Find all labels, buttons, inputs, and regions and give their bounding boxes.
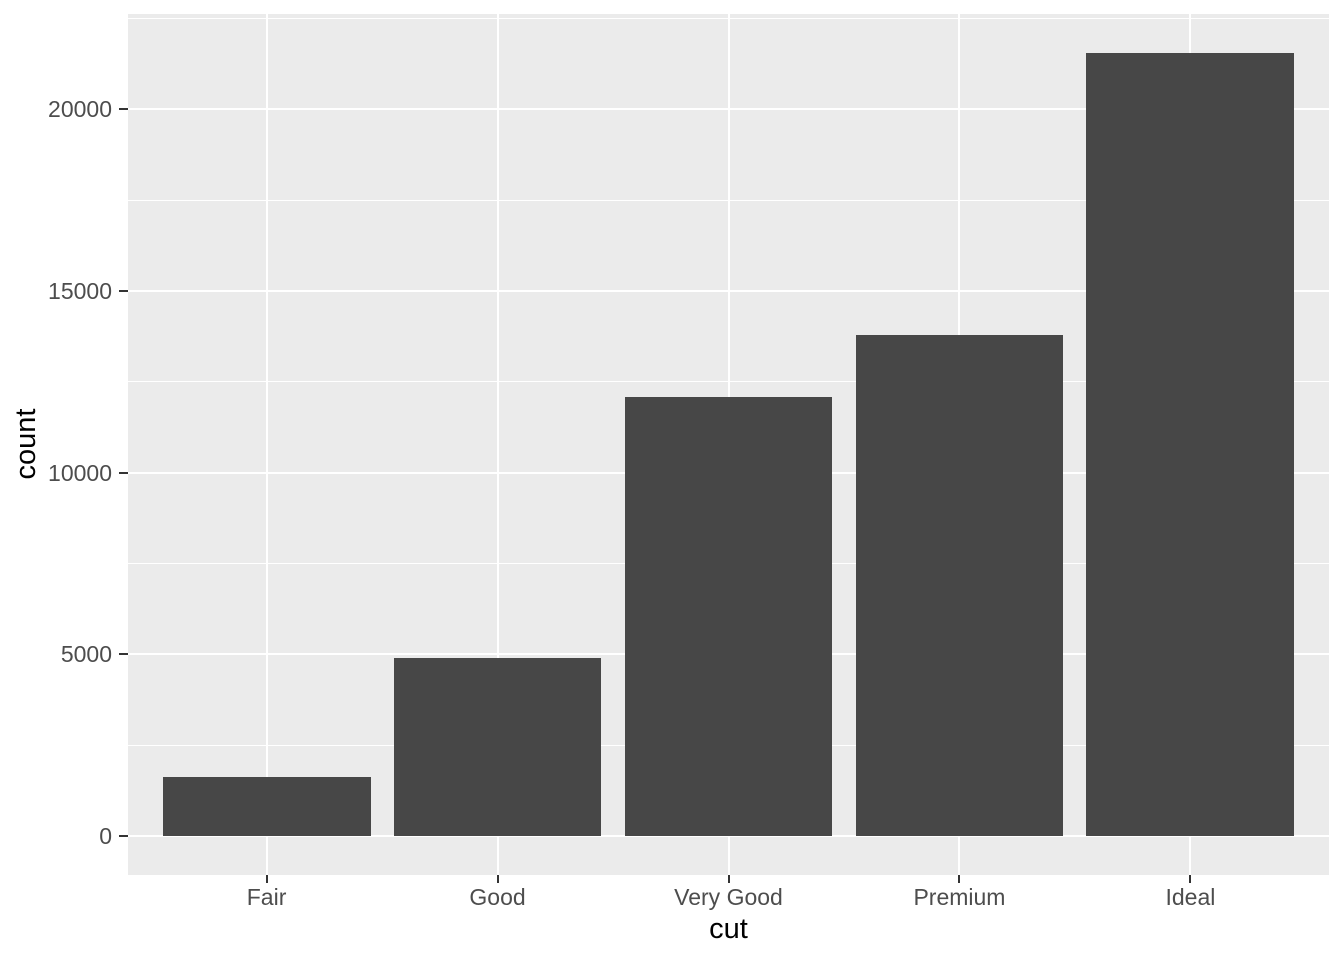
x-tick-label-good: Good [469, 884, 526, 910]
x-tick-mark [265, 875, 268, 883]
y-tick-mark [119, 653, 128, 656]
y-tick-mark [119, 108, 128, 111]
bar-ideal [1086, 53, 1295, 836]
bar-premium [855, 334, 1064, 836]
x-tick-label-very-good: Very Good [674, 884, 783, 910]
y-tick-mark [119, 290, 128, 293]
x-tick-mark [496, 875, 499, 883]
bar-very-good [624, 397, 833, 836]
y-tick-mark [119, 834, 128, 837]
y-tick-label: 5000 [60, 641, 112, 668]
x-tick-mark [727, 875, 730, 883]
x-tick-mark [1189, 875, 1192, 883]
y-tick-mark [119, 471, 128, 474]
major-gridline-fair [265, 14, 268, 875]
major-gridline-good [496, 14, 499, 875]
y-tick-label: 10000 [48, 459, 112, 486]
x-tick-mark [958, 875, 961, 883]
y-tick-label: 20000 [48, 96, 112, 123]
y-axis-title: count [10, 408, 42, 480]
bar-fair [162, 777, 371, 836]
x-tick-label-premium: Premium [913, 884, 1006, 910]
y-tick-label: 15000 [48, 278, 112, 305]
x-tick-label-ideal: Ideal [1165, 884, 1216, 910]
y-tick-label: 0 [99, 822, 112, 849]
bar-good [393, 657, 602, 836]
x-tick-label-fair: Fair [246, 884, 287, 910]
plot-panel [128, 14, 1329, 875]
x-axis-title: cut [709, 913, 748, 945]
